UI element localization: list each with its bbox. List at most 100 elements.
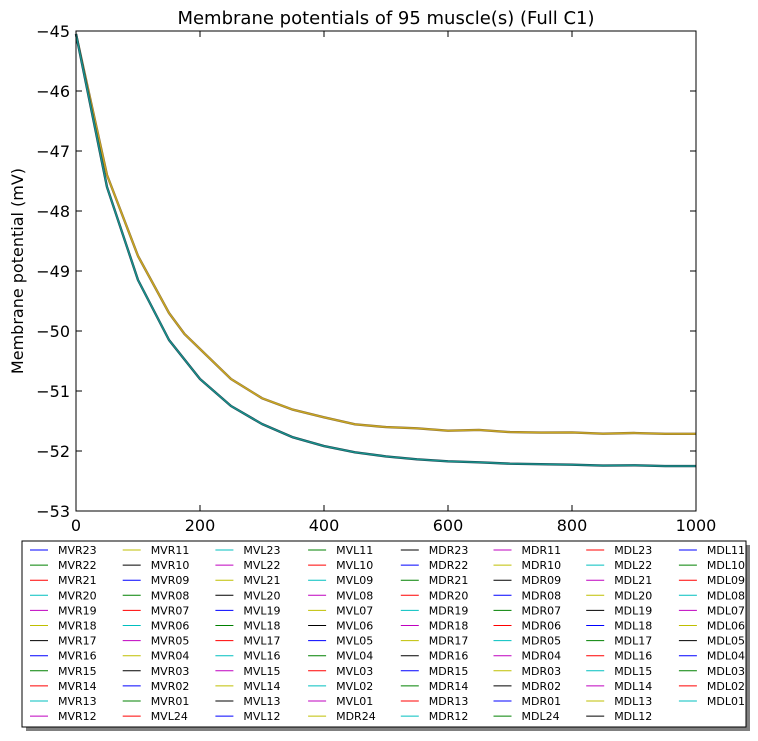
y-tick-label: −49	[36, 262, 70, 281]
legend-label: MDL04	[707, 650, 745, 663]
legend-label: MVL09	[336, 574, 373, 587]
legend-label: MDR18	[429, 620, 469, 633]
legend-label: MDL05	[707, 635, 745, 648]
legend-label: MVR23	[58, 544, 97, 557]
legend-label: MVL07	[336, 604, 373, 617]
x-tick-label: 200	[185, 516, 216, 535]
legend-label: MDL16	[614, 650, 652, 663]
y-tick-label: −45	[36, 22, 70, 41]
legend-label: MDL20	[614, 589, 652, 602]
legend-label: MVL11	[336, 544, 373, 557]
legend-label: MVR06	[151, 620, 190, 633]
legend-label: MDL15	[614, 665, 652, 678]
legend-label: MDL24	[522, 710, 560, 723]
plot-frame	[75, 30, 697, 512]
x-tick-label: 1000	[676, 516, 717, 535]
chart-title: Membrane potentials of 95 muscle(s) (Ful…	[177, 8, 594, 29]
legend-label: MVR14	[58, 680, 97, 693]
y-axis-label: Membrane potential (mV)	[8, 168, 27, 374]
legend-label: MDL12	[614, 710, 652, 723]
legend-label: MDR01	[522, 695, 562, 708]
legend-label: MVL08	[336, 589, 373, 602]
series-line-shadow	[74, 33, 697, 468]
plot-area	[74, 33, 697, 468]
y-tick-label: −50	[36, 322, 70, 341]
legend-label: MVL05	[336, 635, 373, 648]
legend-label: MDR23	[429, 544, 469, 557]
legend-label: MDL08	[707, 589, 745, 602]
legend-label: MVL24	[151, 710, 188, 723]
legend-label: MDR19	[429, 604, 469, 617]
legend-label: MDL14	[614, 680, 652, 693]
legend-label: MVR05	[151, 635, 190, 648]
legend-label: MVR22	[58, 559, 97, 572]
series-line	[75, 33, 697, 467]
legend-label: MDL21	[614, 574, 652, 587]
legend-label: MDL01	[707, 695, 745, 708]
y-tick-label: −47	[36, 142, 70, 161]
legend-label: MVR12	[58, 710, 97, 723]
legend-label: MVL10	[336, 559, 373, 572]
legend-label: MDL19	[614, 604, 652, 617]
legend-label: MDL10	[707, 559, 745, 572]
y-tick-label: −53	[36, 502, 70, 521]
legend-label: MVR04	[151, 650, 190, 663]
legend-label: MDR13	[429, 695, 469, 708]
x-tick-label: 600	[433, 516, 464, 535]
legend-label: MDR03	[522, 665, 562, 678]
legend-label: MDR16	[429, 650, 469, 663]
legend-label: MDL06	[707, 620, 745, 633]
legend-label: MVR20	[58, 589, 97, 602]
legend-label: MVL23	[243, 544, 280, 557]
legend-label: MDL22	[614, 559, 652, 572]
legend-label: MVR10	[151, 559, 190, 572]
y-tick-label: −51	[36, 382, 70, 401]
legend-label: MVL18	[243, 620, 280, 633]
legend-label: MDL18	[614, 620, 652, 633]
legend-label: MDR05	[522, 635, 562, 648]
legend-label: MDL17	[614, 635, 652, 648]
legend-label: MVL22	[243, 559, 280, 572]
legend-label: MVL01	[336, 695, 373, 708]
legend-label: MVR08	[151, 589, 190, 602]
legend-label: MVR03	[151, 665, 190, 678]
legend-label: MVR11	[151, 544, 190, 557]
legend-label: MDR10	[522, 559, 562, 572]
legend-label: MDL23	[614, 544, 652, 557]
x-tick-label: 400	[309, 516, 340, 535]
legend-label: MVL17	[243, 635, 280, 648]
x-tick-label: 0	[71, 516, 81, 535]
series-line-shadow	[74, 33, 697, 436]
legend-label: MVL14	[243, 680, 280, 693]
legend-label: MVR15	[58, 665, 97, 678]
legend-label: MVR09	[151, 574, 190, 587]
legend-label: MDR04	[522, 650, 562, 663]
legend-label: MVR02	[151, 680, 190, 693]
legend-label: MVL03	[336, 665, 373, 678]
legend-label: MDR07	[522, 604, 562, 617]
legend-label: MDR22	[429, 559, 469, 572]
legend-label: MVL06	[336, 620, 373, 633]
legend-label: MVR18	[58, 620, 97, 633]
legend-label: MVL19	[243, 604, 280, 617]
legend-label: MVL04	[336, 650, 373, 663]
legend-label: MDR15	[429, 665, 469, 678]
y-tick-label: −48	[36, 202, 70, 221]
legend-label: MVL20	[243, 589, 280, 602]
legend-label: MDL07	[707, 604, 745, 617]
legend-label: MVR21	[58, 574, 97, 587]
legend-label: MVR07	[151, 604, 190, 617]
legend-label: MVR17	[58, 635, 97, 648]
legend-label: MVR19	[58, 604, 97, 617]
legend: MVR23 MVR22 MVR21 MVR20 MVR19 MVR18 MVR17 MVR16…	[21, 540, 750, 731]
series-line	[75, 33, 697, 435]
legend-label: MDL09	[707, 574, 745, 587]
legend-label: MDL11	[707, 544, 745, 557]
legend-label: MDR20	[429, 589, 469, 602]
legend-label: MVR16	[58, 650, 97, 663]
legend-label: MDR21	[429, 574, 469, 587]
legend-label: MVL15	[243, 665, 280, 678]
legend-label: MDR06	[522, 620, 562, 633]
legend-label: MVL02	[336, 680, 373, 693]
